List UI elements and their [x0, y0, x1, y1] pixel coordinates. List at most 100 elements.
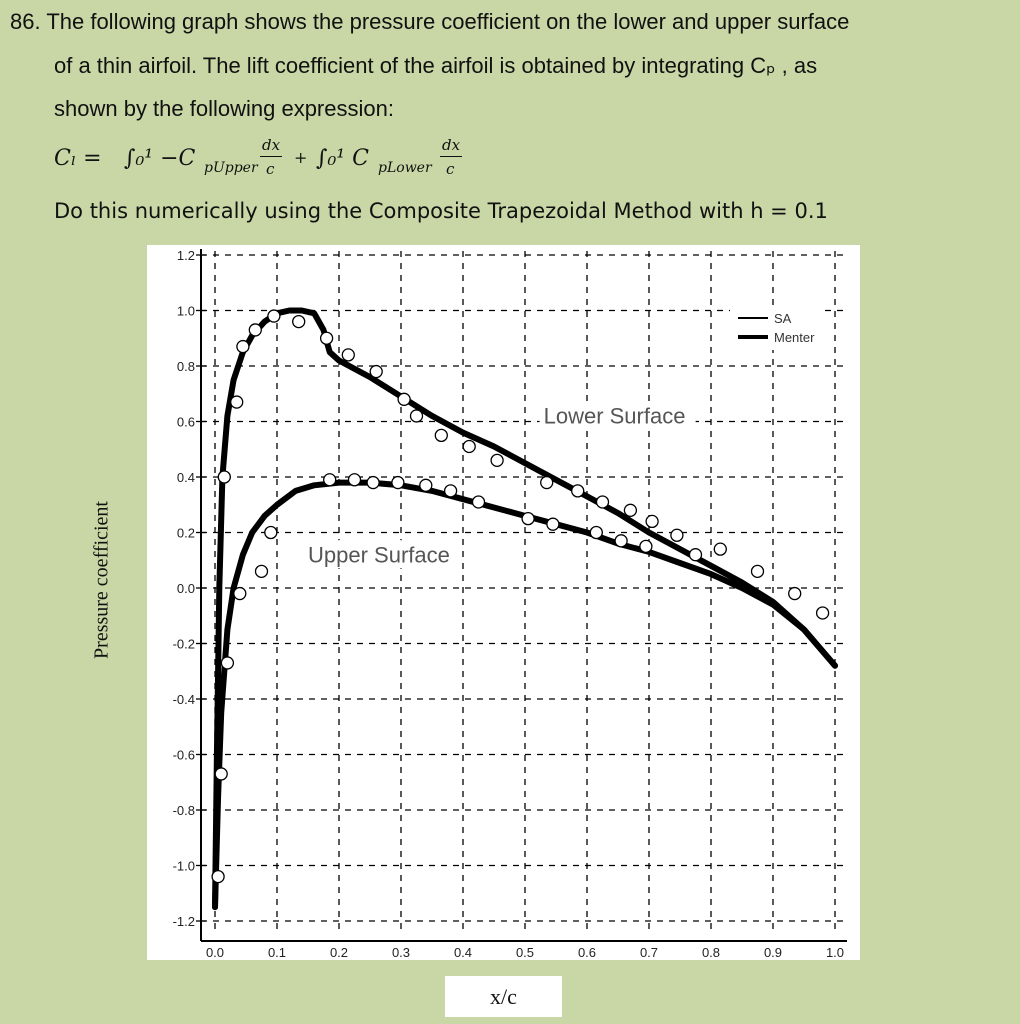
- lower-surface-data-point: [434, 428, 448, 443]
- upper-surface-data-point: [391, 475, 405, 490]
- upper-surface-curve-sa: [213, 481, 837, 908]
- y-tick-label: -1.2: [173, 914, 195, 929]
- fraction-bar-1: [260, 156, 282, 157]
- upper-surface-data-point: [233, 586, 247, 601]
- y-tick-label: 0.0: [177, 581, 195, 596]
- lower-surface-data-point: [369, 364, 383, 379]
- question-line-4: Do this numerically using the Composite …: [54, 199, 828, 223]
- upper-surface-annotation-background: [304, 540, 460, 569]
- formula-term1-c: c: [266, 160, 275, 178]
- upper-surface-data-point: [546, 517, 560, 531]
- y-tick-label: 0.4: [177, 470, 195, 485]
- y-tick-label: 1.0: [177, 304, 195, 319]
- lower-surface-data-point: [217, 470, 231, 484]
- x-tick-label: 0.5: [516, 945, 534, 960]
- upper-surface-data-point: [521, 511, 535, 526]
- lower-surface-data-point: [397, 392, 411, 406]
- x-axis-label: x/c: [490, 983, 517, 1009]
- upper-surface-data-point: [264, 525, 278, 540]
- lower-surface-data-point: [540, 475, 554, 490]
- y-axis-label: Pressure coefficient: [90, 501, 113, 659]
- lower-surface-curve-sa: [213, 309, 837, 908]
- x-tick-label: 0.8: [702, 945, 720, 960]
- legend-menter-label: Menter: [774, 330, 815, 345]
- y-tick-label: -0.8: [173, 803, 195, 818]
- y-tick-label: -0.2: [173, 637, 195, 652]
- x-tick-label: 0.4: [454, 945, 472, 960]
- lower-surface-data-point: [319, 331, 334, 345]
- question-line-3: shown by the following expression:: [54, 96, 394, 121]
- lower-surface-data-point: [292, 314, 306, 329]
- x-tick-label: 1.0: [826, 945, 844, 960]
- lower-surface-data-point: [409, 409, 424, 423]
- y-tick-label: 0.8: [177, 359, 195, 374]
- y-tick-label: -0.6: [173, 748, 195, 763]
- upper-surface-data-point: [614, 534, 628, 548]
- formula-term1: ∫₀¹ −C: [124, 146, 196, 171]
- lower-surface-data-point: [571, 484, 585, 498]
- upper-surface-data-point: [419, 478, 433, 492]
- x-tick-label: 0.9: [764, 945, 782, 960]
- upper-surface-data-point: [639, 539, 653, 554]
- y-tick-label: -1.0: [173, 859, 195, 874]
- pressure-coefficient-chart: 0.0 0.1 0.2 0.3 0.4 0.5 0.6 0.7 0.8 0.9 1.0 1.2 1.0 0…: [173, 248, 847, 960]
- upper-surface-data-point: [688, 548, 703, 562]
- lower-surface-data-point: [462, 439, 476, 454]
- y-tick-label: 0.2: [177, 526, 195, 541]
- formula-term2: ∫₀¹ C: [316, 146, 369, 171]
- formula-term1-subscript: pUpper: [204, 160, 258, 176]
- lower-surface-data-point: [230, 395, 244, 409]
- x-tick-label: 0.1: [268, 945, 286, 960]
- question-line-2: of a thin airfoil. The lift coefficient …: [54, 53, 818, 78]
- y-tick-label: -0.4: [173, 692, 195, 707]
- formula-term2-c: c: [446, 160, 455, 178]
- lower-surface-data-point: [341, 348, 355, 362]
- x-tick-label: 0.2: [330, 945, 348, 960]
- formula-term1-dx: dx: [262, 136, 281, 154]
- formula-lhs: Cₗ =: [54, 146, 102, 171]
- upper-surface-data-point: [323, 473, 337, 487]
- x-tick-label: 0.6: [578, 945, 596, 960]
- upper-surface-data-point: [589, 525, 603, 540]
- formula-term2-subscript: pLower: [378, 160, 432, 176]
- legend-box: [730, 308, 822, 350]
- lower-surface-data-point: [490, 453, 504, 468]
- question-number: 86.: [10, 9, 41, 34]
- upper-surface-data-point: [220, 656, 235, 670]
- fraction-bar-2: [440, 156, 462, 157]
- question-text-1: The following graph shows the pressure c…: [46, 9, 850, 34]
- upper-surface-data-point: [214, 767, 228, 781]
- x-axis-label-box: x/c: [445, 976, 562, 1017]
- lower-surface-annotation-background: [539, 401, 696, 430]
- lower-surface-data-point: [815, 606, 830, 620]
- lower-surface-data-point: [248, 323, 262, 337]
- lower-surface-data-point: [267, 309, 281, 323]
- formula-plus: +: [294, 148, 308, 167]
- upper-surface-data-point: [471, 495, 486, 509]
- lower-surface-annotation: Lower Surface: [544, 404, 686, 429]
- lower-surface-data-point: [623, 503, 638, 517]
- upper-surface-data-point: [254, 564, 269, 579]
- x-tick-label: 0.7: [640, 945, 658, 960]
- x-tick-label: 0.3: [392, 945, 410, 960]
- y-tick-label: 1.2: [177, 248, 195, 263]
- lower-surface-data-point: [750, 564, 765, 579]
- lower-surface-data-point: [788, 586, 802, 601]
- lower-surface-data-point: [670, 528, 684, 542]
- upper-surface-data-point: [366, 475, 380, 490]
- lower-surface-data-point: [645, 514, 659, 529]
- y-axis-label-box: Pressure coefficient: [84, 455, 120, 705]
- upper-surface-data-point: [211, 869, 225, 884]
- chart-panel: 0.0 0.1 0.2 0.3 0.4 0.5 0.6 0.7 0.8 0.9 1.0 1.2 1.0 0…: [147, 245, 860, 960]
- formula-term2-dx: dx: [442, 136, 461, 154]
- upper-surface-annotation: Upper Surface: [308, 542, 450, 567]
- lower-surface-data-point: [595, 495, 610, 509]
- lower-surface-data-point: [236, 339, 250, 354]
- legend-sa-label: SA: [774, 311, 792, 326]
- upper-surface-data-point: [443, 484, 458, 498]
- lower-surface-data-point: [713, 542, 727, 556]
- x-tick-label: 0.0: [206, 945, 224, 960]
- y-tick-label: 0.6: [177, 415, 195, 430]
- question-line-1: 86. The following graph shows the pressu…: [10, 8, 849, 36]
- upper-surface-data-point: [347, 473, 362, 487]
